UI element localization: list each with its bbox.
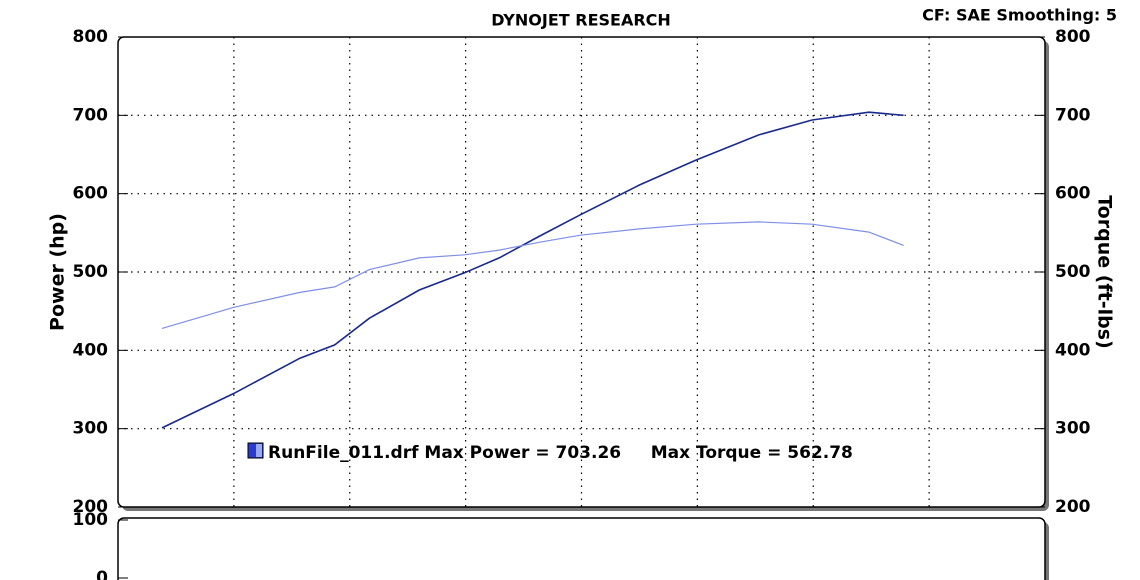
legend-swatch (256, 444, 262, 457)
y-tick-label: 0 (96, 568, 108, 580)
y2-tick-label: 600 (1055, 184, 1091, 204)
y-tick-label: 400 (73, 340, 109, 360)
y-tick-label: 100 (73, 510, 109, 530)
subtitle: CF: SAE Smoothing: 5 (922, 6, 1117, 25)
y2-tick-label: 400 (1055, 340, 1091, 360)
y-tick-label: 600 (73, 184, 109, 204)
y2-tick-label: 800 (1055, 27, 1091, 47)
series-line (161, 221, 904, 329)
y-tick-label: 700 (73, 105, 109, 125)
y2-tick-label: 500 (1055, 262, 1091, 282)
y2-tick-label: 700 (1055, 105, 1091, 125)
y-tick-label: 800 (73, 27, 109, 47)
series-line (161, 111, 904, 429)
y-tick-label: 300 (73, 419, 109, 439)
chart-title: DYNOJET RESEARCH (491, 11, 671, 30)
y-axis-label: Power (hp) (47, 213, 69, 331)
y-tick-label: 500 (73, 262, 109, 282)
legend-text: RunFile_011.drf Max Power = 703.26 Max T… (268, 443, 853, 463)
y2-tick-label: 200 (1055, 497, 1091, 517)
y2-tick-label: 300 (1055, 419, 1091, 439)
lower-frame (117, 517, 1046, 580)
y-tick-label: 200 (73, 497, 109, 517)
y2-axis-label: Torque (ft-lbs) (1094, 195, 1116, 349)
